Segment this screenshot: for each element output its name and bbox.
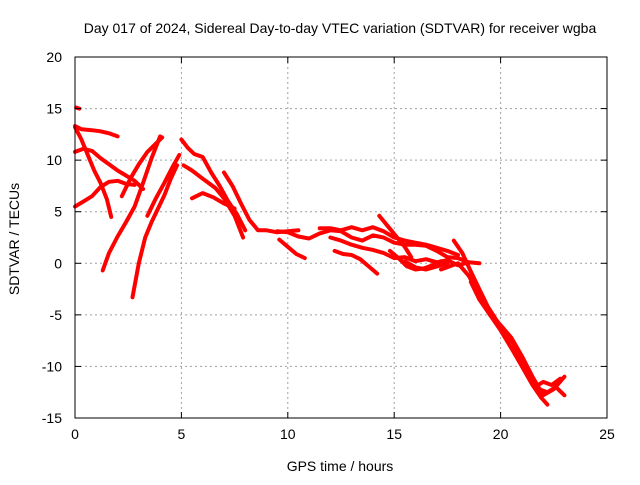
y-tick-label: 20	[46, 49, 62, 65]
y-tick-label: 5	[54, 204, 62, 220]
series-arc-16	[317, 225, 460, 257]
chart-title: Day 017 of 2024, Sidereal Day-to-day VTE…	[84, 20, 597, 36]
series-arc-9	[145, 153, 182, 218]
series-arc-7	[119, 135, 165, 199]
series-arc-15	[277, 237, 307, 261]
series-arc-21	[402, 259, 450, 272]
y-tick-label: 0	[54, 255, 62, 271]
ticks	[74, 56, 608, 419]
series-arc-14	[275, 228, 471, 265]
series-arc-24	[468, 279, 550, 407]
y-tick-label: 10	[46, 152, 62, 168]
series-arc-23	[451, 238, 567, 398]
series-arc-3	[73, 125, 114, 219]
y-tick-label: -15	[42, 410, 62, 426]
series-arc-12	[190, 191, 237, 211]
y-axis-label: SDTVAR / TECUs	[6, 183, 22, 295]
x-tick-label: 20	[493, 426, 509, 442]
y-tick-label: 15	[46, 101, 62, 117]
x-tick-label: 5	[178, 426, 186, 442]
series-group	[73, 105, 567, 407]
series-arc-25	[532, 376, 563, 390]
series-arc-5	[73, 178, 137, 209]
series-arc-20	[387, 248, 443, 272]
x-axis-label: GPS time / hours	[287, 458, 394, 474]
x-tick-label: 25	[599, 426, 615, 442]
series-arc-11	[181, 163, 246, 240]
series-arc-2	[73, 124, 120, 139]
series-arc-6	[100, 134, 163, 273]
grid	[75, 57, 607, 418]
y-tick-label: -10	[42, 358, 62, 374]
series-arc-18	[332, 248, 380, 276]
series-arc-19	[377, 213, 414, 260]
x-tick-label: 10	[280, 426, 296, 442]
x-tick-label: 15	[386, 426, 402, 442]
x-tick-label: 0	[71, 426, 79, 442]
plot-frame	[74, 56, 608, 419]
tick-labels: 0 5 10 15 20 25 -15 -10 -5 0 5 10 15 20	[42, 49, 615, 442]
y-tick-label: -5	[50, 307, 63, 323]
series-arc-8	[130, 163, 180, 300]
